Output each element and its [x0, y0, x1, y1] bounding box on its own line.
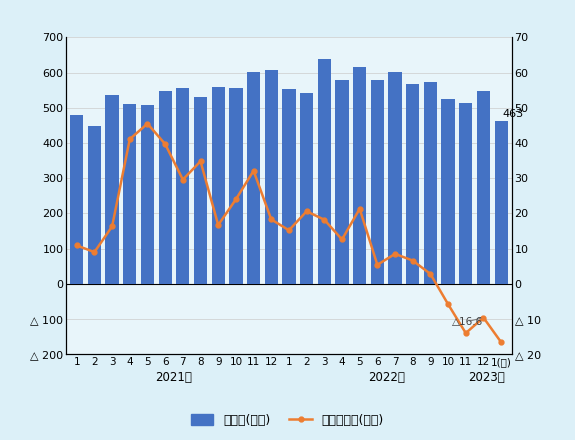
- Bar: [141, 105, 154, 284]
- Text: 2022年: 2022年: [368, 370, 405, 384]
- Bar: [264, 70, 278, 284]
- Bar: [442, 99, 455, 284]
- Bar: [388, 72, 402, 284]
- Bar: [229, 88, 243, 284]
- Bar: [212, 88, 225, 284]
- Bar: [300, 93, 313, 284]
- Text: 463: 463: [502, 109, 523, 119]
- Bar: [424, 82, 437, 284]
- Bar: [406, 84, 419, 284]
- Text: 2023年: 2023年: [468, 370, 505, 384]
- Bar: [88, 126, 101, 284]
- Bar: [194, 97, 207, 284]
- Bar: [317, 59, 331, 284]
- Bar: [70, 115, 83, 284]
- Bar: [335, 80, 348, 284]
- Bar: [247, 72, 260, 284]
- Bar: [105, 95, 118, 284]
- Bar: [123, 104, 136, 284]
- Legend: 輸出額(左軸), 前年同月比(右軸): 輸出額(左軸), 前年同月比(右軸): [186, 409, 389, 432]
- Text: △16.6: △16.6: [451, 317, 483, 326]
- Bar: [159, 91, 172, 284]
- Bar: [371, 81, 384, 284]
- Bar: [477, 91, 490, 284]
- Bar: [353, 67, 366, 284]
- Bar: [176, 88, 190, 284]
- Bar: [459, 103, 473, 284]
- Bar: [282, 89, 296, 284]
- Bar: [494, 121, 508, 284]
- Text: 2021年: 2021年: [156, 370, 193, 384]
